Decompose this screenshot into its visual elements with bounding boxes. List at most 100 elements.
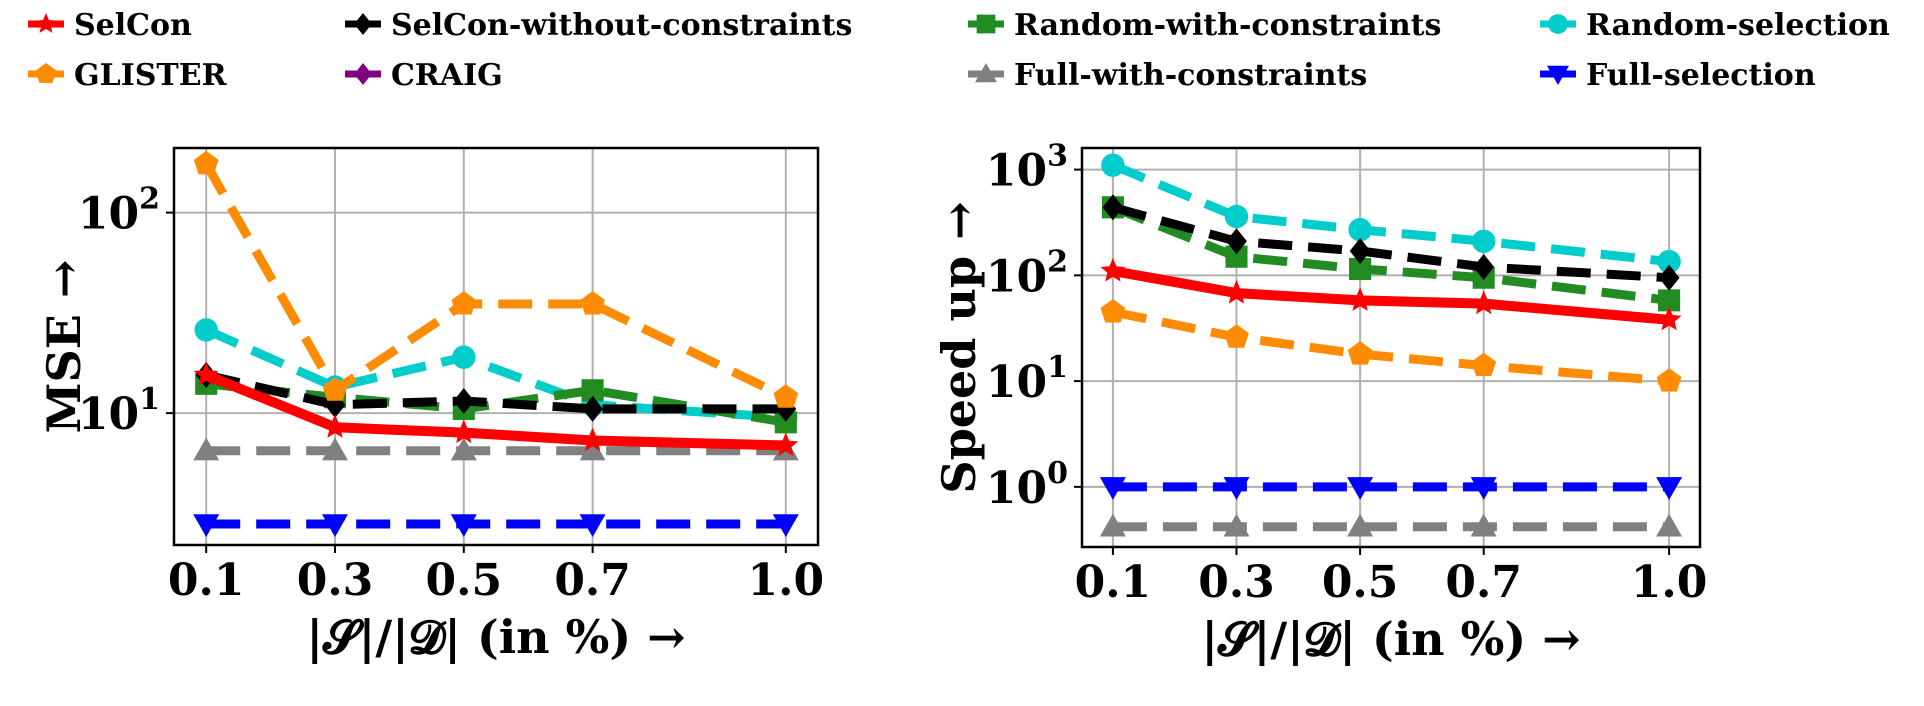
- data-point-full_c: [1223, 513, 1250, 537]
- legend-item-selcon: SelCon: [28, 8, 192, 43]
- data-point-selcon: [773, 432, 799, 456]
- data-point-random_c: [1225, 245, 1248, 268]
- data-point-glister: [1100, 299, 1126, 323]
- legend-marker-random_c: [976, 14, 996, 34]
- series-selcon: [1100, 257, 1682, 331]
- data-point-full_c: [579, 437, 606, 461]
- data-point-selcon: [580, 427, 605, 452]
- data-point-random_c: [1658, 289, 1681, 312]
- series-line-selcon_nc: [1111, 202, 1670, 283]
- data-point-selcon: [1471, 290, 1497, 315]
- data-point-random: [1657, 249, 1681, 274]
- x-axis-label: |𝓢|/|𝓓| (in %) →: [1201, 612, 1580, 666]
- legend-label-craig: CRAIG: [391, 58, 503, 93]
- x-tick-label: 0.5: [1322, 557, 1399, 608]
- data-point-selcon: [322, 414, 348, 438]
- data-point-random: [452, 345, 476, 369]
- data-point-full_c: [322, 437, 348, 461]
- legend-item-glister: GLISTER: [28, 58, 228, 93]
- data-point-random_c: [1349, 257, 1372, 280]
- data-point-random: [1472, 229, 1496, 253]
- data-point-full: [1099, 477, 1126, 500]
- data-point-full: [322, 514, 348, 537]
- data-point-glister: [580, 291, 605, 315]
- data-point-glister: [1347, 341, 1373, 365]
- data-point-full_c: [193, 437, 220, 461]
- data-point-full: [1470, 477, 1497, 500]
- legend-label-full: Full-selection: [1586, 58, 1816, 93]
- data-point-selcon_nc: [775, 395, 797, 422]
- plot-frame: [172, 146, 820, 547]
- data-point-glister: [773, 384, 799, 408]
- data-point-random: [1348, 218, 1372, 242]
- series-random: [1101, 153, 1681, 274]
- plot-frame: [1080, 146, 1702, 549]
- chart-mse: 0.1 0.3 0.5 0.7 1.0 101 102 |𝓢|/|𝓓| (in %) → MSE…: [37, 146, 825, 664]
- series-glister: [1100, 299, 1682, 392]
- y-tick-label: 102: [986, 244, 1068, 302]
- y-tick-label: 101: [986, 350, 1068, 408]
- x-tick-label: 1.0: [748, 555, 825, 606]
- data-point-full: [1656, 477, 1683, 500]
- legend-item-selcon_nc: SelCon-without-constraints: [345, 8, 852, 43]
- series-line-glister: [1112, 307, 1670, 386]
- series-line-random: [204, 325, 787, 423]
- legend-label-glister: GLISTER: [74, 58, 228, 93]
- data-point-glister: [451, 291, 477, 315]
- x-tick-label: 0.1: [1075, 557, 1152, 608]
- data-point-glister: [1224, 324, 1249, 348]
- data-point-selcon_nc: [1102, 194, 1124, 221]
- legend-label-selcon_nc: SelCon-without-constraints: [391, 8, 852, 43]
- legend-marker-full_c: [975, 63, 997, 83]
- data-point-random: [1224, 204, 1249, 229]
- legend-item-full_c: Full-with-constraints: [968, 58, 1367, 93]
- legend-item-random_c: Random-with-constraints: [968, 8, 1441, 43]
- y-tick-label: 101: [78, 382, 160, 440]
- y-axis-label: MSE →: [37, 260, 91, 434]
- chart-speedup: 0.1 0.3 0.5 0.7 1.0 100 101 102 103 |𝓢|/|𝓓| (in %…: [932, 139, 1707, 666]
- data-point-full: [772, 514, 799, 537]
- legend-label-full_c: Full-with-constraints: [1014, 58, 1367, 93]
- y-tick-label: 103: [986, 139, 1068, 197]
- legend-label-random: Random-selection: [1586, 8, 1890, 43]
- data-point-selcon_nc: [582, 395, 603, 422]
- legend-marker-craig: [354, 63, 372, 85]
- data-point-selcon_nc: [1226, 228, 1247, 255]
- x-tick-label: 1.0: [1631, 557, 1708, 608]
- series-line-selcon: [1112, 266, 1670, 325]
- x-tick-label: 0.3: [1198, 557, 1275, 608]
- legend-label-selcon: SelCon: [74, 8, 192, 43]
- series-selcon_nc: [1102, 194, 1680, 291]
- series-glister: [193, 150, 799, 408]
- legend-marker-selcon_nc: [354, 13, 372, 35]
- data-point-selcon_nc: [1349, 237, 1371, 264]
- legend-item-random: Random-selection: [1540, 8, 1890, 43]
- x-tick-label: 0.7: [554, 555, 631, 606]
- data-point-glister: [1471, 352, 1497, 377]
- data-point-selcon: [1656, 306, 1682, 331]
- data-point-glister: [193, 150, 219, 175]
- legend-marker-glister: [35, 63, 57, 83]
- x-tick-label: 0.5: [426, 555, 503, 606]
- data-point-random_c: [581, 379, 604, 402]
- data-point-random: [1101, 153, 1125, 177]
- series-line-selcon_nc: [205, 370, 786, 414]
- data-point-glister: [1656, 368, 1682, 392]
- data-point-full: [193, 514, 220, 537]
- data-point-full: [1223, 477, 1250, 500]
- y-axis-label: Speed up →: [932, 201, 986, 493]
- data-point-random: [194, 318, 218, 342]
- data-point-full_c: [1656, 513, 1683, 537]
- x-tick-label: 0.3: [297, 555, 374, 606]
- x-tick-label: 0.7: [1445, 557, 1522, 608]
- data-point-random_c: [774, 411, 797, 434]
- data-point-full: [579, 514, 606, 537]
- legend-marker-selcon: [35, 13, 57, 33]
- series-line-random_c: [205, 379, 787, 427]
- data-point-full: [450, 514, 477, 537]
- legend: SelCon SelCon-without-constraints Random-w…: [28, 8, 1890, 93]
- series-line-glister: [202, 161, 788, 402]
- y-tick-label: 102: [78, 182, 160, 240]
- data-point-selcon: [451, 419, 477, 444]
